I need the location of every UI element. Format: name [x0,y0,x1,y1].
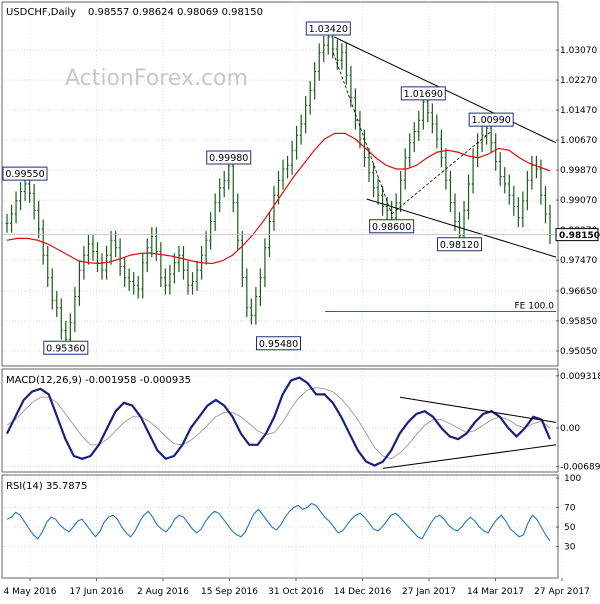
macd-axis-label: 0.009318 [560,372,600,382]
price-annotation-label: 1.00990 [472,115,511,126]
price-annotation-box [305,21,351,36]
date-axis-label: 17 Jun 2016 [69,587,123,597]
rsi-axis-label: 50 [564,523,576,533]
current-price-tag [555,228,599,242]
date-axis-label: 4 May 2016 [4,587,57,597]
price-annotation-box [43,340,89,355]
price-annotation-label: 1.01690 [404,89,443,100]
price-axis-label: 1.00670 [560,136,597,146]
price-panel-frame [1,1,559,367]
date-axis-label: 27 Jan 2017 [402,587,456,597]
price-annotation-label: 0.99980 [209,153,248,164]
price-axis-label: 0.95050 [560,347,597,357]
rsi-title: RSI(14) 35.7875 [6,481,87,492]
projection-line [391,131,492,215]
macd-axis-label: -0.006894 [560,463,600,473]
date-axis-label: 27 Apr 2017 [534,587,590,597]
price-annotation-box [437,237,482,252]
rsi-axis-label: 30 [564,543,576,553]
price-axis-label: 1.02270 [560,76,597,86]
macd-line [6,376,552,467]
rsi-axis-label: 70 [564,503,576,513]
fe-level-label: FE 100.0 [515,302,555,312]
price-axis-label: 0.99870 [560,166,597,176]
date-axis-label: 14 Mar 2017 [467,587,524,597]
date-axis-label: 14 Dec 2016 [334,587,392,597]
price-annotation-box [256,336,301,351]
macd-lower-trendline [382,444,557,469]
price-annotation-label: 0.98120 [440,240,479,251]
macd-signal-line [6,387,551,460]
watermark-text: ActionForex.com [65,66,248,91]
projection-line [332,52,393,215]
price-annotation-label: 0.95360 [46,343,85,354]
current-price-label: 0.98150 [559,231,600,241]
symbol-title: USDCHF,Daily [6,7,76,18]
price-annotation-label: 0.99550 [5,169,44,180]
price-annotation-box [468,112,514,127]
date-axis-label: 15 Sep 2016 [201,587,258,597]
macd-title: MACD(12,26,9) -0.001958 -0.000935 [6,375,191,386]
rsi-line [6,502,551,542]
ohlc-readout: 0.98557 0.98624 0.98069 0.98150 [88,7,263,18]
macd-panel-frame [1,368,559,473]
price-axis-label: 0.96650 [560,287,597,297]
rsi-axis-label: 100 [564,474,581,484]
price-annotation-label: 0.95480 [259,339,298,350]
price-axis-label: 0.95850 [560,317,597,327]
price-annotation-box [206,150,252,165]
price-axis-label: 0.97470 [560,256,597,266]
price-annotation-label: 0.98600 [372,222,411,233]
moving-average-line [6,132,551,265]
price-axis-label: 0.99070 [560,196,597,206]
lower-trendline [366,198,557,258]
price-axis-label: 1.03070 [560,46,597,56]
price-annotation-box [369,219,415,234]
date-axis-label: 2 Aug 2016 [137,587,189,597]
date-axis-label: 31 Oct 2016 [268,587,324,597]
price-annotation-box [2,166,48,181]
price-annotation-label: 1.03420 [309,24,348,35]
macd-axis-label: 0.00 [560,424,580,434]
price-annotation-box [400,86,446,101]
price-axis-label: 1.01470 [560,106,597,116]
macd-upper-trendline [399,396,557,423]
